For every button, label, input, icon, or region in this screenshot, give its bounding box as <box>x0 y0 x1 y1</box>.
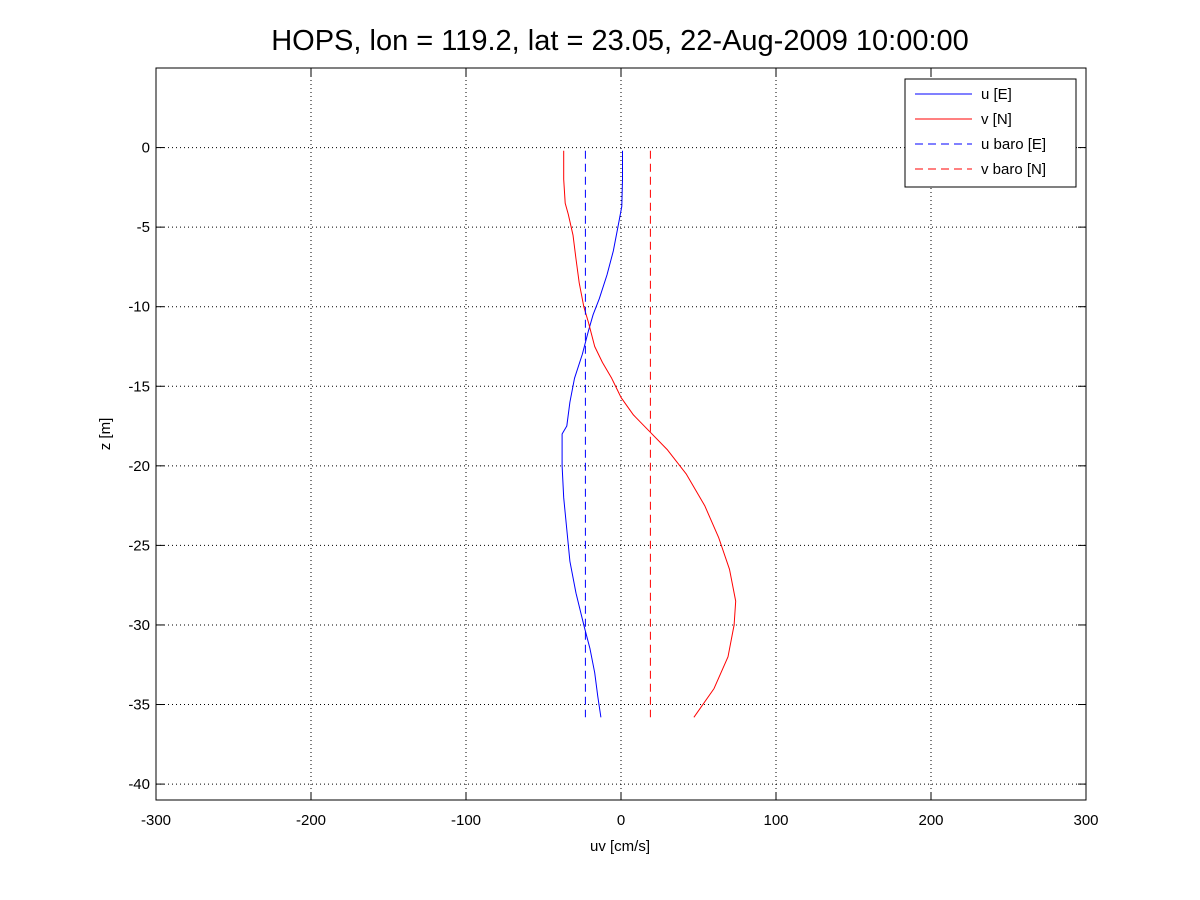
y-tick-label: -5 <box>137 219 150 236</box>
y-tick-label: -30 <box>128 617 150 634</box>
x-tick-label: -300 <box>141 812 171 829</box>
x-tick-label: -200 <box>296 812 326 829</box>
series-line-2 <box>563 150 737 718</box>
y-tick-label: -15 <box>128 378 150 395</box>
y-tick-label: -20 <box>128 458 150 475</box>
legend-label-3: u baro [E] <box>981 136 1046 153</box>
chart-title: HOPS, lon = 119.2, lat = 23.05, 22-Aug-2… <box>271 25 969 57</box>
y-tick-label: 0 <box>142 140 150 157</box>
grid-lines <box>156 68 1086 800</box>
y-tick-label: -40 <box>128 776 150 793</box>
legend: u [E] v [N] u baro [E] v baro [N] <box>904 78 1077 188</box>
legend-label-1: u [E] <box>981 86 1012 103</box>
x-tick-label: 200 <box>918 812 943 829</box>
x-tick-label: -100 <box>451 812 481 829</box>
x-tick-label: 100 <box>763 812 788 829</box>
y-axis-label: z [m] <box>97 418 114 451</box>
y-tick-label: -35 <box>128 697 150 714</box>
series-line-1 <box>561 150 623 718</box>
y-tick-label: -25 <box>128 537 150 554</box>
legend-label-4: v baro [N] <box>981 161 1046 178</box>
x-tick-label: 0 <box>617 812 625 829</box>
legend-label-2: v [N] <box>981 111 1012 128</box>
x-axis-label: uv [cm/s] <box>590 838 650 855</box>
series-lines <box>561 150 737 718</box>
axis-ticks: -300 -200 -100 0 100 200 300 0 -5 -10 -15 -20 -25 -30… <box>128 68 1099 829</box>
x-tick-label: 300 <box>1073 812 1098 829</box>
legend-box <box>904 78 1077 188</box>
y-tick-label: -10 <box>128 299 150 316</box>
